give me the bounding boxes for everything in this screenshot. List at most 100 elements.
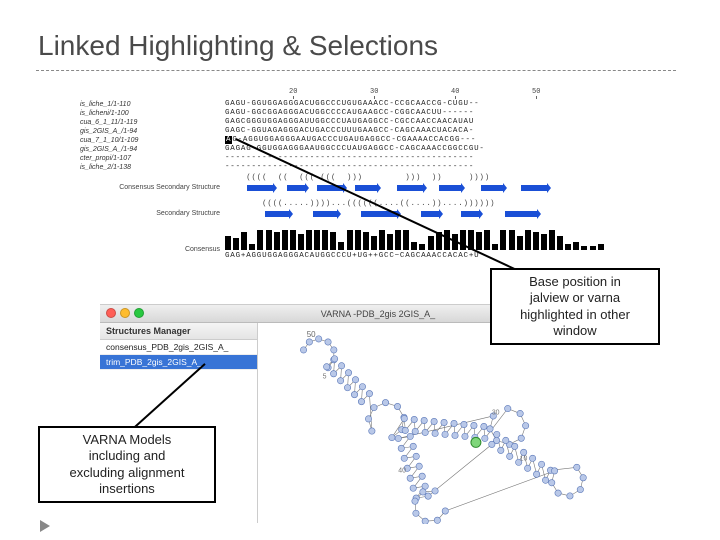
consensus-bar [476,232,482,250]
consensus-bar [298,234,304,250]
sequence-label: cua_6_1_11/1-119 [80,118,220,127]
consensus-bars [225,228,655,250]
consensus-bar [509,230,515,250]
consensus-bar [249,244,255,250]
consensus-bar [330,232,336,250]
consensus-bar [363,232,369,250]
sequence-label: gis_2GIS_A_/1-94 [80,145,220,154]
sequence-label: is_licheni/1-100 [80,109,220,118]
sequence-label: is_liche_1/1-110 [80,100,220,109]
sequence-row: ----------------------------------------… [225,154,485,163]
consensus-bar [411,242,417,250]
close-icon[interactable] [106,308,116,318]
consensus-bar [241,232,247,250]
sequence-label: gis_2GIS_A_/1-94 [80,127,220,136]
ss-arrow [355,185,377,191]
ruler-tick: 20 [289,88,297,96]
ss-arrow [461,211,479,217]
consensus-bar [225,236,231,250]
consensus-ss-parens: (((( (( ((( ((( ))) ))) )) )))) [225,174,517,182]
consensus-bar [525,230,531,250]
sequence-row: ----------------------------------------… [225,163,485,172]
consensus-bar [257,230,263,250]
svg-text:10: 10 [520,455,528,462]
consensus-bar [460,230,466,250]
consensus-bar [266,230,272,250]
sequence-row: AG-AGGUGGAGGGAAUGACCCUGAUGAGGCC-CGAAAACC… [225,136,485,145]
sidebar-header: Structures Manager [100,323,257,340]
consensus-bar [541,234,547,250]
sequence-label: is_liche_2/1-138 [80,163,220,172]
consensus-bar [274,232,280,250]
consensus-bar [314,230,320,250]
sequence-row: GAGU-GGCGGAGGGACUGGCCCCAUGAAGCC-CGGCAACU… [225,109,485,118]
svg-text:40: 40 [398,467,406,474]
svg-text:30: 30 [492,410,500,417]
ss-parens: ((((.....))))...((((((....((....))....))… [225,200,495,208]
ss-arrow [421,211,439,217]
consensus-bar [403,230,409,250]
consensus-bar [387,234,393,250]
consensus-bar [557,236,563,250]
consensus-bar [444,230,450,250]
svg-text:5: 5 [323,374,327,381]
structure-list-item[interactable]: trim_PDB_2gis_2GIS_A_ [100,355,257,370]
sequence-row: GAGC-GGUAGAGGGACUGACCCUUUGAAGCC-CAGCAAAC… [225,127,485,136]
callout-highlight: Base position injalview or varnahighligh… [490,268,660,345]
slide-nav-icon[interactable] [40,520,50,532]
consensus-bar [549,230,555,250]
ss-arrow [439,185,461,191]
rna-canvas[interactable]: 505104030 [258,323,656,524]
consensus-bar [598,244,604,250]
consensus-bar [371,236,377,250]
sequence-labels: is_liche_1/1-110is_licheni/1-100cua_6_1_… [80,100,220,172]
consensus-bar [282,230,288,250]
consensus-bar [290,230,296,250]
zoom-icon[interactable] [134,308,144,318]
consensus-bar [533,232,539,250]
ss-arrow [287,185,305,191]
consensus-bar [338,242,344,250]
minimize-icon[interactable] [120,308,130,318]
ss-arrow [313,211,337,217]
consensus-bar [590,246,596,250]
consensus-bar [581,246,587,250]
ss-arrow [265,211,289,217]
ss-arrow [481,185,503,191]
sequence-label: cter_propi/1-107 [80,154,220,163]
consensus-label: Consensus [80,246,220,253]
consensus-bar [322,230,328,250]
ruler: 20304050 [225,88,655,100]
consensus-bar [233,238,239,250]
ruler-tick: 30 [370,88,378,96]
traffic-lights[interactable] [106,308,144,318]
consensus-bar [517,236,523,250]
consensus-bar [347,230,353,250]
sequences: GAGU-GGUGGAGGGACUGGCCCUGUGAAACC-CCGCAACC… [225,100,485,172]
callout-text-1: Base position injalview or varnahighligh… [520,274,630,338]
consensus-bar [419,244,425,250]
consensus-bar [484,230,490,250]
consensus-bar [355,230,361,250]
consensus-ss-arrows [225,182,655,194]
consensus-bar [428,236,434,250]
consensus-ss-label: Consensus Secondary Structure [80,184,220,191]
ss-arrow [505,211,537,217]
ss-arrows [225,208,655,220]
consensus-bar [306,230,312,250]
callout-varna-models: VARNA Modelsincluding andexcluding align… [38,426,216,503]
consensus-bar [395,230,401,250]
ss-arrow [397,185,423,191]
alignment-panel: 20304050 is_liche_1/1-110is_licheni/1-10… [80,88,658,288]
varna-window-title: VARNA -PDB_2gis 2GIS_A_ [321,309,435,319]
ruler-tick: 50 [532,88,540,96]
structures-list: consensus_PDB_2gis_2GIS_A_trim_PDB_2gis_… [100,340,257,370]
structure-list-item[interactable]: consensus_PDB_2gis_2GIS_A_ [100,340,257,355]
callout-text-2: VARNA Modelsincluding andexcluding align… [70,432,185,496]
sequence-row: GAGU-GGUGGAGGGACUGGCCCUGUGAAACC-CCGCAACC… [225,100,485,109]
consensus-bar [379,230,385,250]
consensus-bar [565,244,571,250]
consensus-sequence: GAG+AGGUGGAGGGACAUGGCCCU+UG++GCC~CAGCAAA… [225,252,479,260]
consensus-bar [492,244,498,250]
consensus-bar [573,242,579,250]
